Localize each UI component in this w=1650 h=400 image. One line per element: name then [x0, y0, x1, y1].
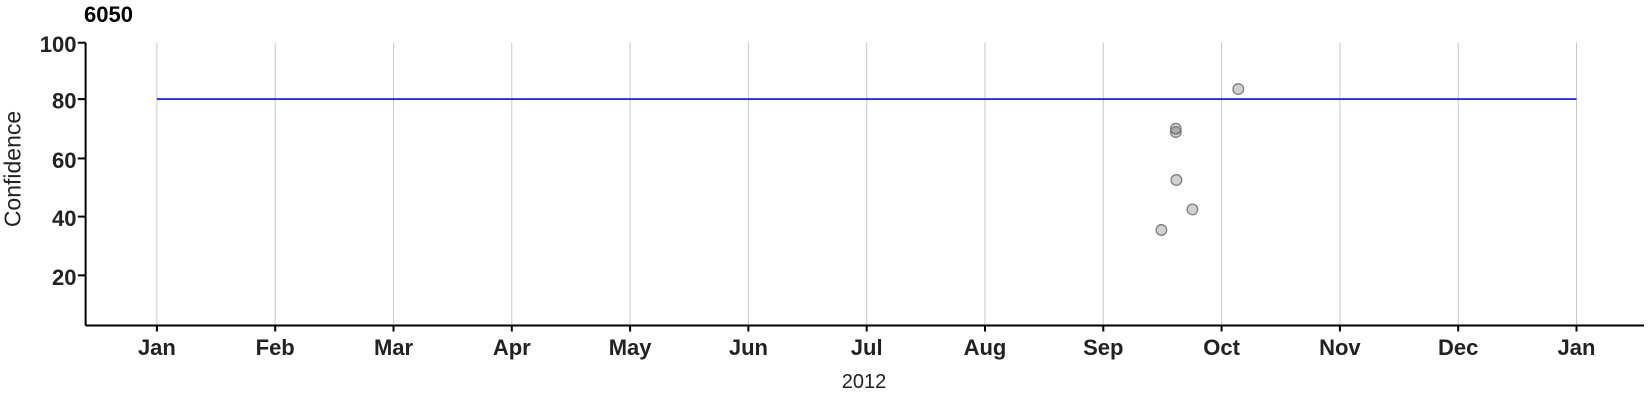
- svg-text:20: 20: [52, 265, 76, 290]
- svg-text:Jul: Jul: [851, 335, 883, 360]
- svg-text:40: 40: [52, 206, 76, 231]
- svg-text:60: 60: [52, 148, 76, 173]
- svg-text:Apr: Apr: [493, 335, 531, 360]
- svg-text:100: 100: [40, 32, 77, 57]
- svg-text:Jan: Jan: [138, 335, 176, 360]
- svg-text:Feb: Feb: [256, 335, 295, 360]
- svg-text:Jun: Jun: [729, 335, 768, 360]
- svg-text:Sep: Sep: [1083, 335, 1123, 360]
- svg-text:80: 80: [52, 89, 76, 114]
- svg-text:Dec: Dec: [1438, 335, 1478, 360]
- svg-text:May: May: [609, 335, 653, 360]
- svg-text:Mar: Mar: [374, 335, 414, 360]
- svg-text:Nov: Nov: [1319, 335, 1361, 360]
- svg-text:Oct: Oct: [1203, 335, 1240, 360]
- svg-text:Aug: Aug: [964, 335, 1007, 360]
- svg-text:Jan: Jan: [1558, 335, 1596, 360]
